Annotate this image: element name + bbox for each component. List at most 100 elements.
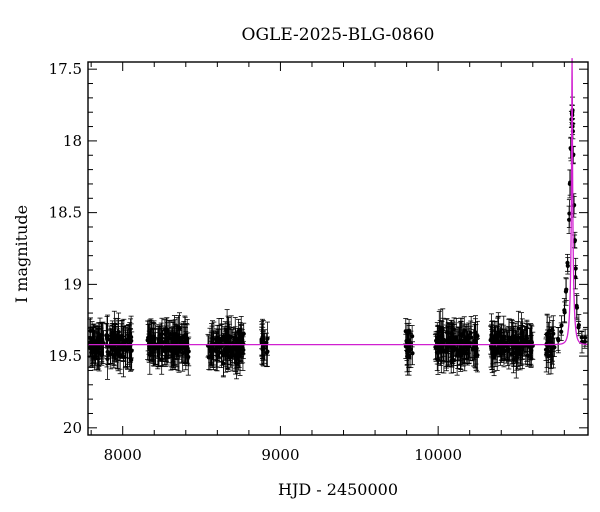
- data-point: [511, 357, 516, 362]
- data-point: [174, 339, 180, 344]
- data-point: [472, 338, 477, 344]
- data-point: [545, 331, 550, 336]
- data-point: [177, 326, 182, 331]
- data-point: [100, 340, 106, 345]
- data-point: [159, 357, 164, 363]
- data-point: [461, 348, 467, 354]
- data-point: [93, 354, 98, 359]
- data-point: [184, 337, 189, 342]
- data-point: [515, 348, 521, 353]
- data-point: [225, 354, 231, 359]
- data-point: [519, 339, 524, 344]
- data-point: [236, 344, 241, 349]
- data-point: [495, 349, 500, 354]
- data-point: [491, 348, 497, 354]
- data-point: [440, 334, 445, 339]
- y-tick-label: 19.5: [49, 347, 82, 365]
- data-point: [171, 352, 177, 357]
- data-point: [217, 339, 222, 344]
- data-point: [465, 345, 470, 351]
- data-point: [129, 357, 134, 363]
- data-point: [454, 335, 459, 340]
- data-point: [167, 331, 173, 337]
- data-points: [87, 108, 588, 366]
- data-point: [495, 338, 500, 343]
- data-point: [572, 238, 578, 243]
- data-point: [468, 330, 473, 336]
- data-point: [510, 335, 515, 340]
- data-point: [227, 340, 232, 345]
- data-point: [223, 349, 228, 354]
- chart-title: OGLE-2025-BLG-0860: [242, 25, 435, 45]
- y-tick-label: 19: [63, 275, 82, 293]
- y-tick-label: 20: [63, 419, 82, 437]
- data-point: [111, 353, 116, 358]
- data-point: [210, 336, 215, 341]
- data-point: [150, 350, 156, 355]
- data-point: [473, 330, 478, 335]
- y-tick-label: 17.5: [49, 60, 82, 78]
- data-point: [99, 346, 104, 351]
- data-point: [147, 334, 152, 339]
- data-point: [225, 335, 231, 340]
- data-point: [119, 333, 124, 338]
- data-point: [225, 328, 230, 333]
- data-point: [544, 348, 550, 353]
- data-point: [240, 337, 245, 343]
- data-point: [151, 336, 156, 342]
- data-point: [495, 332, 500, 337]
- data-point: [406, 328, 412, 333]
- data-point: [163, 345, 168, 350]
- data-point: [129, 348, 134, 353]
- data-point: [147, 344, 152, 349]
- data-point: [214, 349, 219, 354]
- data-point: [559, 329, 564, 334]
- data-point: [147, 352, 152, 358]
- data-point: [435, 357, 441, 362]
- data-point: [576, 322, 581, 328]
- data-point: [466, 335, 471, 341]
- data-point: [155, 346, 160, 352]
- data-point: [579, 335, 584, 340]
- plot-frame: [87, 61, 589, 436]
- data-point: [457, 340, 462, 345]
- data-point: [90, 349, 95, 354]
- data-point: [160, 340, 165, 345]
- data-point: [265, 336, 270, 341]
- data-point: [230, 351, 235, 356]
- data-point: [148, 340, 153, 345]
- data-point: [162, 331, 167, 337]
- data-point: [459, 332, 464, 338]
- data-point: [548, 353, 554, 358]
- data-point: [236, 329, 241, 334]
- data-point: [474, 350, 479, 355]
- data-point: [116, 339, 121, 344]
- data-point: [567, 211, 572, 216]
- data-point: [511, 350, 517, 355]
- data-point: [110, 335, 115, 340]
- data-point: [87, 345, 93, 351]
- data-point: [403, 329, 408, 334]
- data-point: [164, 327, 170, 332]
- data-point: [518, 352, 523, 357]
- data-point: [215, 353, 220, 358]
- data-point: [565, 263, 570, 268]
- data-point: [158, 332, 163, 337]
- data-point: [473, 333, 478, 338]
- data-point: [504, 348, 509, 353]
- data-point: [112, 330, 117, 335]
- data-point: [171, 339, 176, 344]
- data-point: [88, 328, 93, 333]
- x-tick-label: 10000: [414, 446, 462, 464]
- y-axis-label: I magnitude: [12, 205, 31, 303]
- data-point: [519, 330, 524, 336]
- data-point: [229, 354, 235, 359]
- data-point: [180, 350, 185, 356]
- data-point: [240, 345, 245, 350]
- data-point: [104, 335, 110, 340]
- data-point: [490, 340, 495, 345]
- data-point: [128, 343, 133, 348]
- data-point: [186, 354, 191, 360]
- y-tick-label: 18.5: [49, 204, 82, 222]
- model-curve: [88, 58, 588, 346]
